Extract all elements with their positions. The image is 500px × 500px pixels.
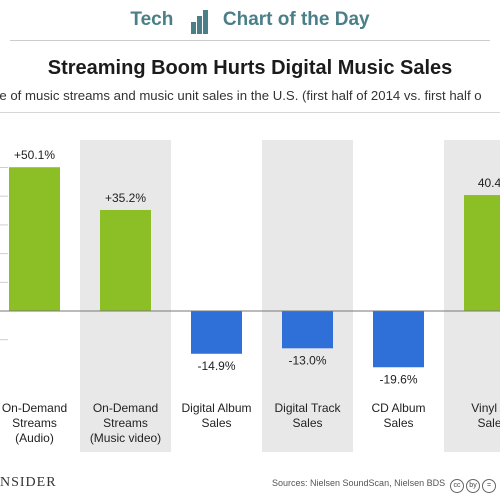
category-label: (Audio) <box>15 431 54 445</box>
category-label: Sales <box>383 416 413 430</box>
chart-logo-icon <box>190 10 209 34</box>
bar <box>464 195 500 311</box>
data-label: -13.0% <box>288 353 326 367</box>
data-label: +50.1% <box>14 148 55 162</box>
brand-bar: Tech Chart of the Day <box>0 9 500 34</box>
bar <box>373 311 424 368</box>
category-label: (Music video) <box>90 431 161 445</box>
data-label: +35.2% <box>105 191 146 205</box>
category-label: Streams <box>12 416 57 430</box>
divider <box>0 112 500 113</box>
category-label: Sales <box>292 416 322 430</box>
bar <box>191 311 242 354</box>
license-icons: cc by = <box>450 474 498 493</box>
cc-icon: cc <box>450 479 464 493</box>
category-label: Digital Album <box>181 401 251 415</box>
bar <box>100 209 151 311</box>
data-label: -19.6% <box>379 372 417 386</box>
column-shade <box>262 140 353 452</box>
nd-icon: = <box>482 479 496 493</box>
category-label: On-Demand <box>93 401 158 415</box>
category-label: Streams <box>103 416 148 430</box>
publisher-logo: NSIDER <box>0 475 57 490</box>
data-label: -14.9% <box>197 359 235 373</box>
divider <box>10 40 490 41</box>
by-icon: by <box>466 479 480 493</box>
series-label: Chart of the Day <box>222 9 370 30</box>
chart-subtitle: ge of music streams and music unit sales… <box>0 88 482 103</box>
data-label: 40.4 <box>478 176 500 190</box>
source-note: Sources: Nielsen SoundScan, Nielsen BDS <box>272 478 446 488</box>
bar <box>282 311 333 349</box>
category-label: Digital Track <box>274 401 341 415</box>
category-label: Sale <box>477 416 500 430</box>
category-label: On-Demand <box>2 401 67 415</box>
category-label: Sales <box>201 416 231 430</box>
header: Tech Chart of the Day <box>0 0 500 44</box>
chart-title: Streaming Boom Hurts Digital Music Sales <box>47 57 453 79</box>
section-label: Tech <box>130 9 174 30</box>
category-label: CD Album <box>371 401 425 415</box>
bar-chart: +50.1%On-DemandStreams(Audio)+35.2%On-De… <box>0 140 500 452</box>
category-label: Vinyl A <box>471 401 500 415</box>
bar <box>9 167 60 311</box>
